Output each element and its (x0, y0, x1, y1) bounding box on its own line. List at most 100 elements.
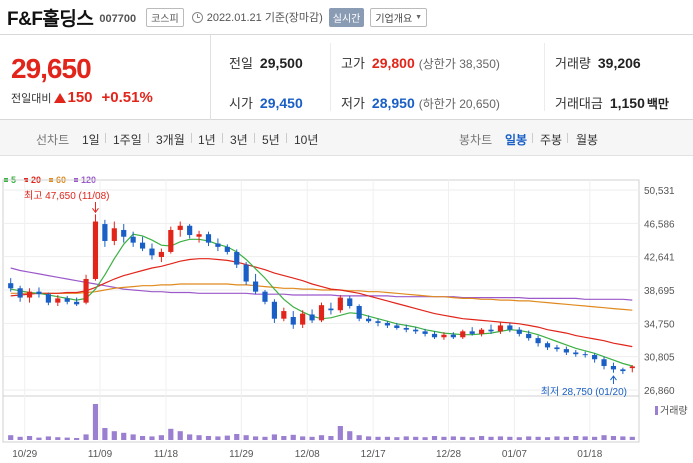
candle-daily[interactable]: 일봉 (505, 133, 528, 147)
x-axis-labels: 10/29 11/09 11/18 11/29 12/08 12/17 12/28 01/07… (12, 449, 603, 460)
volume-bar (74, 438, 80, 440)
candle-body (243, 264, 249, 282)
candle (8, 278, 14, 292)
period-3y[interactable]: 3년 (230, 133, 248, 147)
period-3m[interactable]: 3개월 (156, 133, 185, 147)
ma120-line (10, 267, 633, 301)
realtime-button[interactable]: 실시간 (328, 7, 365, 27)
candle (83, 274, 89, 305)
candle-body (121, 229, 127, 237)
volume-bar (205, 436, 212, 440)
y-tick-label: 50,531 (644, 186, 675, 197)
volume-bar (64, 437, 70, 440)
company-info-button[interactable]: 기업개요 ▼ (370, 7, 428, 27)
volume-bar (488, 436, 494, 440)
volume-bar (365, 436, 372, 440)
candle-body (158, 251, 164, 258)
candle-chart-label[interactable]: 봉차트 (459, 133, 493, 147)
candle-body (375, 321, 381, 323)
volume-bar (290, 434, 296, 440)
candle-body (497, 325, 504, 332)
period-1w[interactable]: 1주일 (113, 133, 142, 147)
current-price: 29,650 (11, 53, 92, 84)
candle-body (394, 325, 400, 328)
period-1y[interactable]: 1년 (198, 133, 216, 147)
candle-monthly[interactable]: 월봉 (576, 133, 599, 147)
chart-grid (2, 179, 640, 443)
open-value: 29,450 (259, 95, 303, 111)
candle (196, 230, 202, 243)
lower-limit: (하한가 20,650) (418, 97, 500, 111)
volume-bar (610, 436, 617, 440)
candle (573, 349, 579, 357)
low-value: 28,950 (371, 95, 415, 111)
volume-bar (554, 436, 560, 440)
candle-body (224, 246, 230, 252)
candle (629, 365, 635, 373)
stock-name: F&F홀딩스 (7, 8, 94, 30)
candle (139, 236, 146, 252)
candle-body (111, 228, 117, 241)
company-info-label: 기업개요 (375, 13, 413, 25)
period-5y[interactable]: 5년 (262, 133, 280, 147)
candle (479, 327, 485, 337)
candle (384, 321, 391, 328)
candle (262, 289, 268, 305)
trade-value-cell: 거래대금 1,150 백만 (555, 93, 669, 112)
candle (243, 262, 249, 285)
upper-limit: (상한가 38,350) (418, 57, 500, 71)
candle-body (215, 243, 221, 247)
candle (177, 221, 183, 237)
candle (318, 302, 325, 323)
trade-value-unit: 백만 (646, 97, 669, 111)
candle (450, 332, 456, 339)
candle-body (479, 329, 485, 334)
candle (507, 322, 513, 333)
volume-bar (469, 437, 475, 440)
candle-body (422, 331, 428, 334)
volume-bar (497, 436, 504, 440)
volume-bar (262, 436, 268, 440)
candle-body (544, 343, 551, 348)
y-tick-label: 30,805 (644, 353, 675, 364)
volume-bar (55, 437, 61, 440)
candle-body (92, 221, 99, 279)
candle (92, 214, 99, 281)
candle (554, 344, 560, 352)
candle (601, 356, 607, 370)
volume-bar (92, 404, 99, 440)
candle (610, 362, 617, 373)
moving-average-lines (10, 233, 633, 367)
volume-bar (121, 432, 127, 440)
high-cell: 고가 29,800 (상한가 38,350) (341, 53, 500, 72)
change-percent: +0.51% (101, 89, 153, 106)
candle-body (488, 329, 494, 332)
volume-bar (318, 435, 325, 440)
line-chart-label[interactable]: 선차트 (36, 133, 70, 147)
x-tick-label: 12/17 (361, 449, 386, 460)
candle-body (318, 305, 325, 321)
candle-body (610, 366, 617, 370)
candle-weekly[interactable]: 주봉 (540, 133, 563, 147)
candle-body (620, 369, 626, 372)
candle-body (554, 347, 560, 350)
candle (422, 328, 428, 337)
period-10y[interactable]: 10년 (294, 133, 319, 147)
y-tick-label: 38,695 (644, 286, 675, 297)
candle-body (102, 224, 108, 241)
volume-label: 거래량 (555, 56, 591, 71)
candle (328, 302, 334, 315)
candle-body (300, 313, 306, 325)
max-arrow-head (92, 208, 99, 214)
candle-body (8, 283, 14, 289)
volume-bar (17, 436, 23, 440)
volume-bar (281, 436, 287, 440)
volume-value: 39,206 (597, 55, 641, 71)
volume-bar (337, 426, 343, 440)
candle (187, 224, 193, 239)
candle (516, 327, 522, 337)
period-1d[interactable]: 1일 (82, 133, 100, 147)
candle-body (526, 333, 532, 339)
candle-body (187, 225, 193, 236)
